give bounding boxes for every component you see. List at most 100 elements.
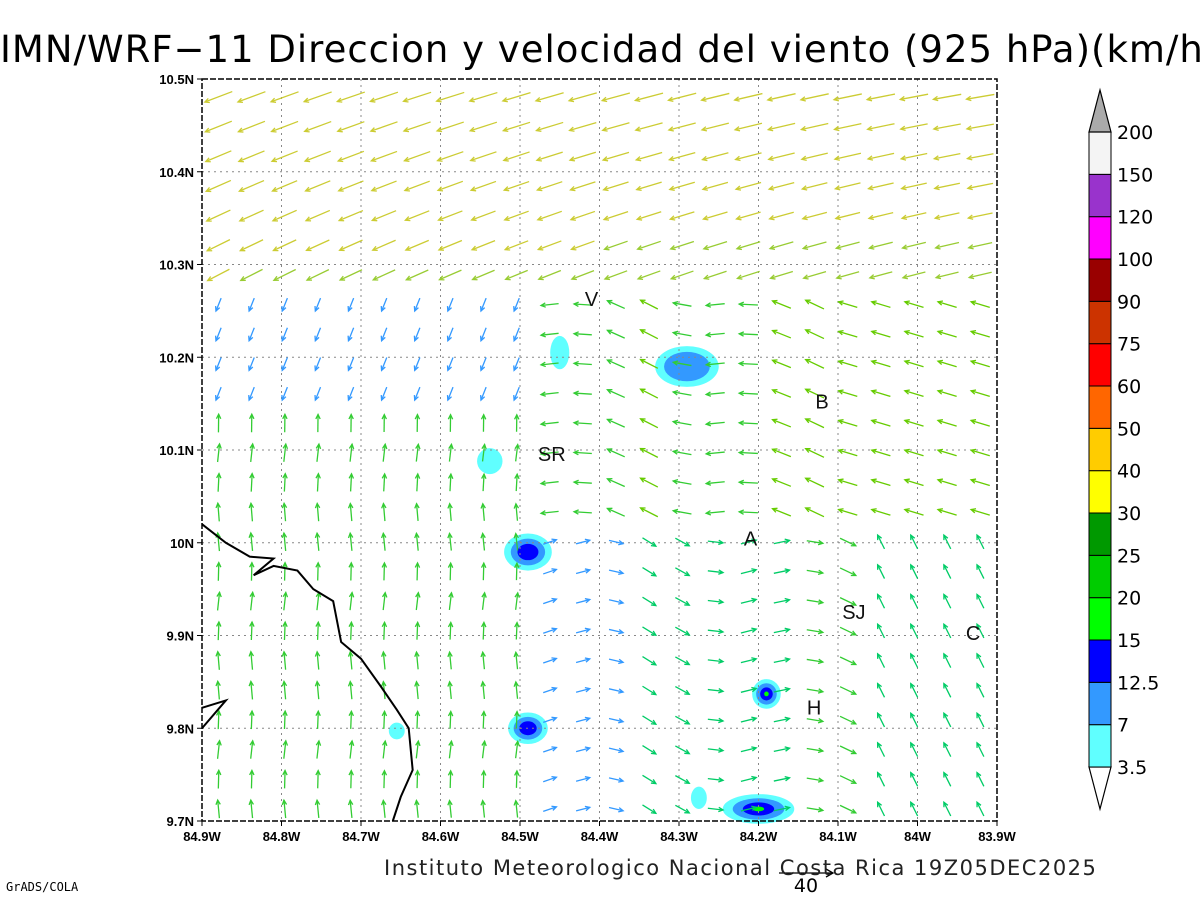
wind-arrow [737,390,758,397]
wind-arrow-shaft [436,91,465,102]
wind-arrow-shaft [338,180,364,192]
wind-arrow-head [876,563,882,570]
wind-arrow [734,152,762,162]
wind-arrow-head [215,650,221,657]
wind-arrow-shaft [834,122,862,131]
wind-arrow-head [903,300,910,306]
wind-arrow-shaft [575,777,590,782]
wind-arrow [773,746,792,753]
wind-arrow [976,533,985,550]
wind-arrow [943,800,952,817]
wind-arrow-shaft [542,776,557,783]
wind-arrow-shaft [349,533,353,551]
wind-arrow [514,769,520,788]
wind-arrow [513,297,520,313]
wind-arrow [281,297,289,313]
wind-arrow-shaft [382,503,386,522]
wind-arrow-shaft [970,360,990,368]
wind-arrow [799,93,829,102]
wind-arrow-head [381,620,388,628]
wind-arrow-shaft [707,748,724,752]
wind-arrow-head [471,275,478,281]
wind-arrow-shaft [943,653,952,668]
wind-arrow-head [966,184,973,191]
wind-arrow-head [314,365,320,372]
wind-arrow [702,240,728,251]
wind-arrow [671,360,692,367]
x-tick-label: 84.2W [740,829,778,844]
wind-arrow [575,538,592,545]
wind-arrow [700,122,730,132]
wind-arrow-head [976,593,982,600]
wind-arrow-head [584,805,592,812]
wind-arrow [834,241,860,250]
wind-arrow-head [337,186,344,192]
wind-arrow [642,715,658,726]
wind-arrow-head [718,628,725,635]
wind-arrow [943,741,952,757]
wind-arrow [876,563,886,579]
wind-arrow [876,741,886,757]
wind-arrow-shaft [937,301,957,308]
wind-arrow [910,800,919,817]
wind-arrow-head [850,808,858,814]
wind-arrow [249,709,255,730]
wind-arrow-shaft [542,687,557,694]
wind-arrow [837,359,858,368]
wind-arrow-head [447,799,453,806]
wind-arrow-shaft [575,628,590,634]
wind-arrow-shaft [540,332,559,336]
wind-arrow [381,620,388,640]
wind-arrow-head [348,413,354,420]
wind-arrow-head [214,365,221,372]
wind-arrow [806,599,825,605]
wind-arrow-head [718,599,725,605]
wind-arrow-head [369,97,376,103]
colorbar-min-arrow [1088,766,1112,812]
wind-arrow-head [470,215,477,222]
wind-arrow-head [470,245,478,251]
wind-arrow [446,297,454,313]
wind-arrow-head [650,808,658,815]
wind-arrow-shaft [471,240,496,251]
wind-arrow [740,568,758,575]
wind-arrow-shaft [515,503,519,521]
wind-arrow [269,91,299,103]
wind-arrow-head [315,620,321,628]
wind-arrow-head [271,216,278,222]
wind-arrow-head [870,508,877,514]
colorbar-label: 30 [1117,503,1141,525]
wind-arrow-shaft [542,717,557,723]
wind-arrow-head [584,657,592,663]
wind-arrow-shaft [838,419,858,427]
wind-arrow-head [248,335,254,343]
wind-arrow [606,418,625,428]
wind-arrow-head [513,532,519,539]
wind-arrow-shaft [805,477,825,488]
wind-arrow-head [215,798,221,805]
wind-arrow-head [370,216,378,222]
wind-arrow [740,597,758,604]
wind-arrow-head [448,739,454,747]
wind-arrow-shaft [372,269,396,281]
wind-arrow-head [269,97,277,103]
wind-arrow [707,599,725,605]
wind-arrow [215,679,221,700]
wind-arrow-head [572,360,579,367]
wind-arrow-shaft [806,807,823,812]
wind-arrow [480,710,487,729]
wind-arrow [572,479,592,486]
wind-arrow-head [636,274,644,281]
wind-arrow-shaft [569,121,597,132]
wind-arrow [675,804,691,814]
wind-arrow-shaft [482,652,486,670]
wind-arrow-shaft [283,473,286,492]
wind-arrow-head [639,329,646,335]
city-label: SR [538,444,566,466]
wind-arrow-shaft [970,508,990,516]
wind-arrow-shaft [970,301,990,308]
wind-arrow-shaft [910,683,919,698]
wind-arrow-shaft [901,182,927,190]
wind-arrow-shaft [283,533,287,551]
wind-arrow-shaft [871,419,891,427]
